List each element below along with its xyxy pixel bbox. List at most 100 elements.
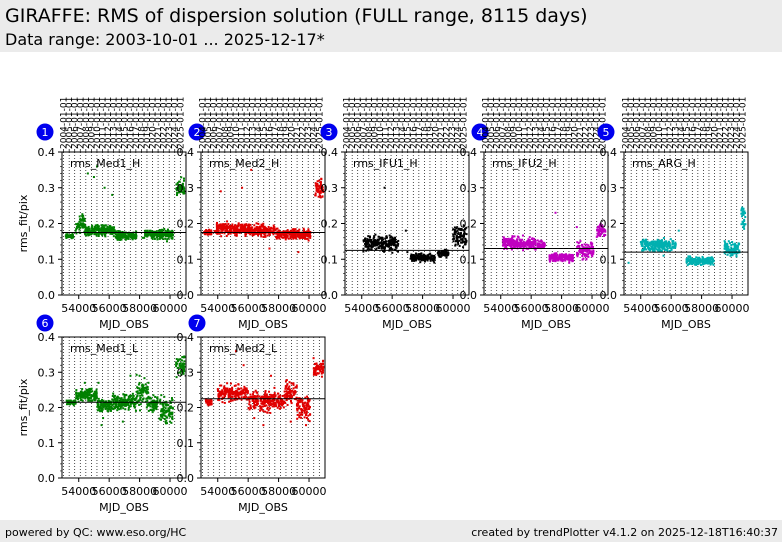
data-point <box>179 362 182 365</box>
data-point <box>291 230 294 233</box>
data-point <box>93 398 96 401</box>
data-point <box>585 253 588 256</box>
data-point <box>130 400 133 403</box>
data-point <box>180 185 183 188</box>
data-point <box>183 187 186 190</box>
data-point <box>522 249 525 252</box>
data-point <box>576 255 579 258</box>
data-point <box>453 229 456 232</box>
data-point <box>179 364 182 367</box>
data-point <box>265 393 268 396</box>
x-tick-label: 58000 <box>544 302 579 315</box>
panel-number: 4 <box>477 126 484 139</box>
data-point <box>578 248 581 251</box>
data-point <box>744 216 747 219</box>
data-point <box>263 230 266 233</box>
data-point <box>277 401 280 404</box>
data-point <box>690 258 693 261</box>
data-point <box>178 371 181 374</box>
data-point <box>179 190 182 193</box>
top-date-label: 2007-01-01 <box>76 97 86 149</box>
data-point <box>177 187 180 190</box>
data-point <box>91 390 94 393</box>
data-point <box>84 397 87 400</box>
data-point <box>143 389 146 392</box>
data-point <box>233 230 236 233</box>
data-point <box>154 234 157 237</box>
data-point <box>146 388 149 391</box>
data-point <box>226 225 229 228</box>
data-point <box>429 259 432 262</box>
data-point <box>570 258 573 261</box>
data-point <box>119 234 122 237</box>
top-date-label: 2025-01-01 <box>176 97 186 149</box>
data-point <box>91 399 94 402</box>
data-point <box>77 392 80 395</box>
x-tick-label: 56000 <box>514 302 549 315</box>
data-point <box>603 235 606 238</box>
data-point <box>165 232 168 235</box>
data-point <box>223 385 226 388</box>
data-point <box>299 236 302 239</box>
top-date-label: 2016-01-01 <box>548 97 558 149</box>
data-point <box>124 236 127 239</box>
data-point <box>168 235 171 238</box>
outlier-point <box>121 420 124 423</box>
data-point <box>557 259 560 262</box>
top-date-label: 2015-01-01 <box>404 97 414 149</box>
data-point <box>510 246 513 249</box>
data-point <box>258 232 261 235</box>
data-point <box>736 245 739 248</box>
data-point <box>560 258 563 261</box>
data-point <box>94 230 97 233</box>
data-point <box>105 405 108 408</box>
data-point <box>152 407 155 410</box>
data-point <box>181 191 184 194</box>
data-point <box>377 242 380 245</box>
data-point <box>571 256 574 259</box>
top-date-label: 2018-01-01 <box>137 97 147 149</box>
x-tick-label: 58000 <box>405 302 440 315</box>
data-point <box>219 394 222 397</box>
data-point <box>260 225 263 228</box>
data-point <box>92 392 95 395</box>
data-point <box>445 254 448 257</box>
data-point <box>181 371 184 374</box>
data-point <box>120 397 123 400</box>
chart-panel-1: 0.00.10.20.30.454000560005800060000MJD_O… <box>17 97 188 331</box>
top-date-label: 2008-01-01 <box>221 97 231 149</box>
data-point <box>106 225 109 228</box>
data-point <box>426 256 429 259</box>
data-point <box>177 191 180 194</box>
data-point <box>127 404 130 407</box>
data-point <box>736 246 739 249</box>
data-point <box>741 210 744 213</box>
data-point <box>563 257 566 260</box>
data-point <box>102 403 105 406</box>
data-point <box>510 243 513 246</box>
data-point <box>158 237 161 240</box>
data-point <box>134 403 137 406</box>
data-point <box>519 241 522 244</box>
data-point <box>734 245 737 248</box>
top-date-label: 2021-01-01 <box>716 97 726 149</box>
data-point <box>135 397 138 400</box>
data-point <box>641 245 644 248</box>
data-point <box>120 404 123 407</box>
data-point <box>208 402 211 405</box>
data-point <box>376 243 379 246</box>
data-point <box>103 232 106 235</box>
data-point <box>260 224 263 227</box>
data-point <box>170 397 173 400</box>
data-range-subtitle: Data range: 2003-10-01 ... 2025-12-17* <box>5 30 325 49</box>
data-point <box>554 259 557 262</box>
data-point <box>673 244 676 247</box>
data-point <box>101 407 104 410</box>
data-point <box>224 391 227 394</box>
data-point <box>104 403 107 406</box>
data-point <box>445 256 448 259</box>
top-date-label: 2016-01-01 <box>409 97 419 149</box>
data-point <box>456 237 459 240</box>
data-point <box>568 253 571 256</box>
data-point <box>264 234 267 237</box>
